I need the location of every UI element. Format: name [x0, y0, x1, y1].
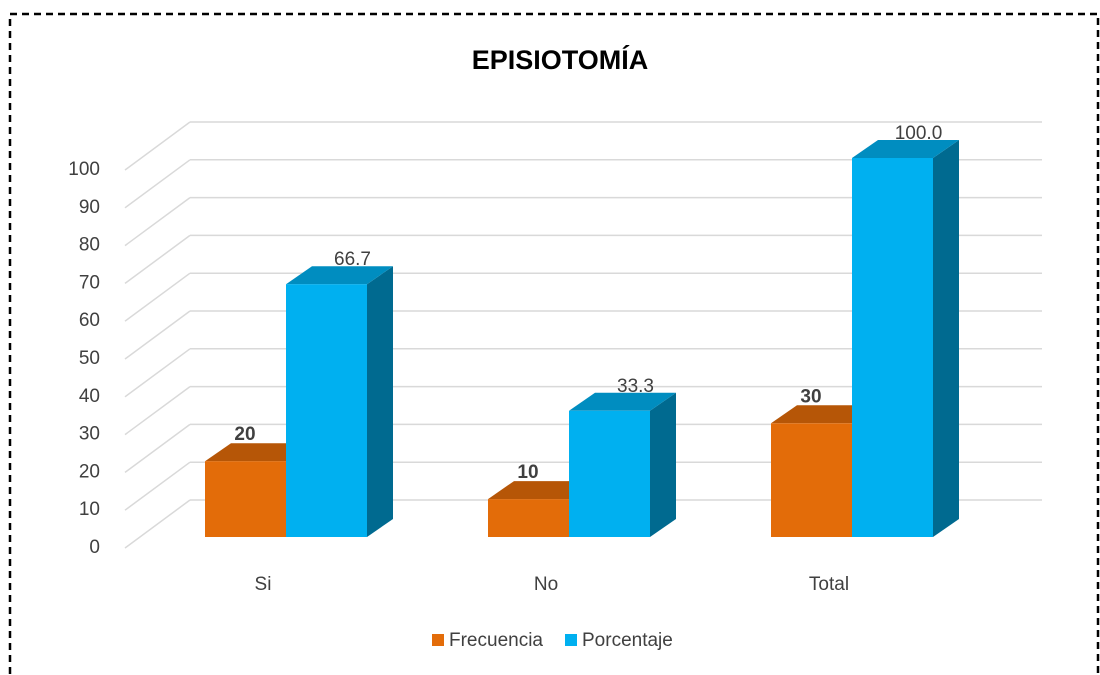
grid-line	[124, 423, 191, 474]
bar	[205, 461, 286, 537]
bar	[852, 158, 933, 537]
y-tick-label: 0	[89, 537, 100, 558]
grid-line	[124, 499, 191, 549]
bar-top	[488, 481, 595, 500]
chart-title: EPISIOTOMÍA	[472, 44, 649, 75]
y-tick-label: 90	[79, 197, 100, 218]
y-tick-label: 30	[79, 424, 100, 445]
legend-swatch	[565, 634, 577, 646]
grid-line	[124, 461, 191, 511]
bar-top	[852, 140, 959, 158]
bar-top	[286, 266, 393, 285]
data-label: 100.0	[895, 123, 943, 144]
y-tick-label: 20	[79, 461, 100, 482]
grid-line	[124, 272, 191, 322]
grid-line	[124, 234, 191, 285]
grid-line	[124, 348, 191, 398]
x-tick-label: No	[534, 574, 558, 595]
border	[8, 12, 1100, 675]
data-label: 33.3	[617, 376, 654, 397]
data-label: 10	[517, 462, 538, 483]
legend: Frecuencia Porcentaje	[432, 630, 673, 651]
y-tick-label: 80	[79, 235, 100, 256]
bar-side	[367, 266, 393, 537]
data-label: 20	[234, 424, 255, 445]
bar-top	[569, 392, 676, 411]
x-tick-label: Si	[255, 574, 272, 595]
y-tick-label: 60	[79, 310, 100, 331]
bar	[771, 423, 852, 537]
bar-top	[771, 405, 878, 424]
y-tick-label: 70	[79, 272, 100, 293]
x-tick-label: Total	[809, 574, 849, 595]
bar	[569, 410, 650, 537]
legend-label: Frecuencia	[449, 630, 543, 651]
grid-line	[124, 121, 191, 171]
y-tick-label: 10	[79, 499, 100, 520]
y-tick-label: 40	[79, 386, 100, 407]
y-tick-label: 100	[68, 159, 100, 180]
grid-line	[124, 196, 191, 247]
y-tick-label: 50	[79, 348, 100, 369]
grid-line	[124, 310, 191, 360]
grid-line	[124, 159, 191, 209]
grid-line	[124, 385, 191, 436]
bar	[488, 499, 569, 537]
bar-side	[933, 140, 959, 537]
data-label: 66.7	[334, 249, 371, 270]
data-label: 30	[800, 386, 821, 407]
bar-side	[650, 392, 676, 537]
legend-label: Porcentaje	[582, 630, 673, 651]
bar	[286, 284, 367, 537]
legend-swatch	[432, 634, 444, 646]
bar-top	[205, 443, 312, 462]
